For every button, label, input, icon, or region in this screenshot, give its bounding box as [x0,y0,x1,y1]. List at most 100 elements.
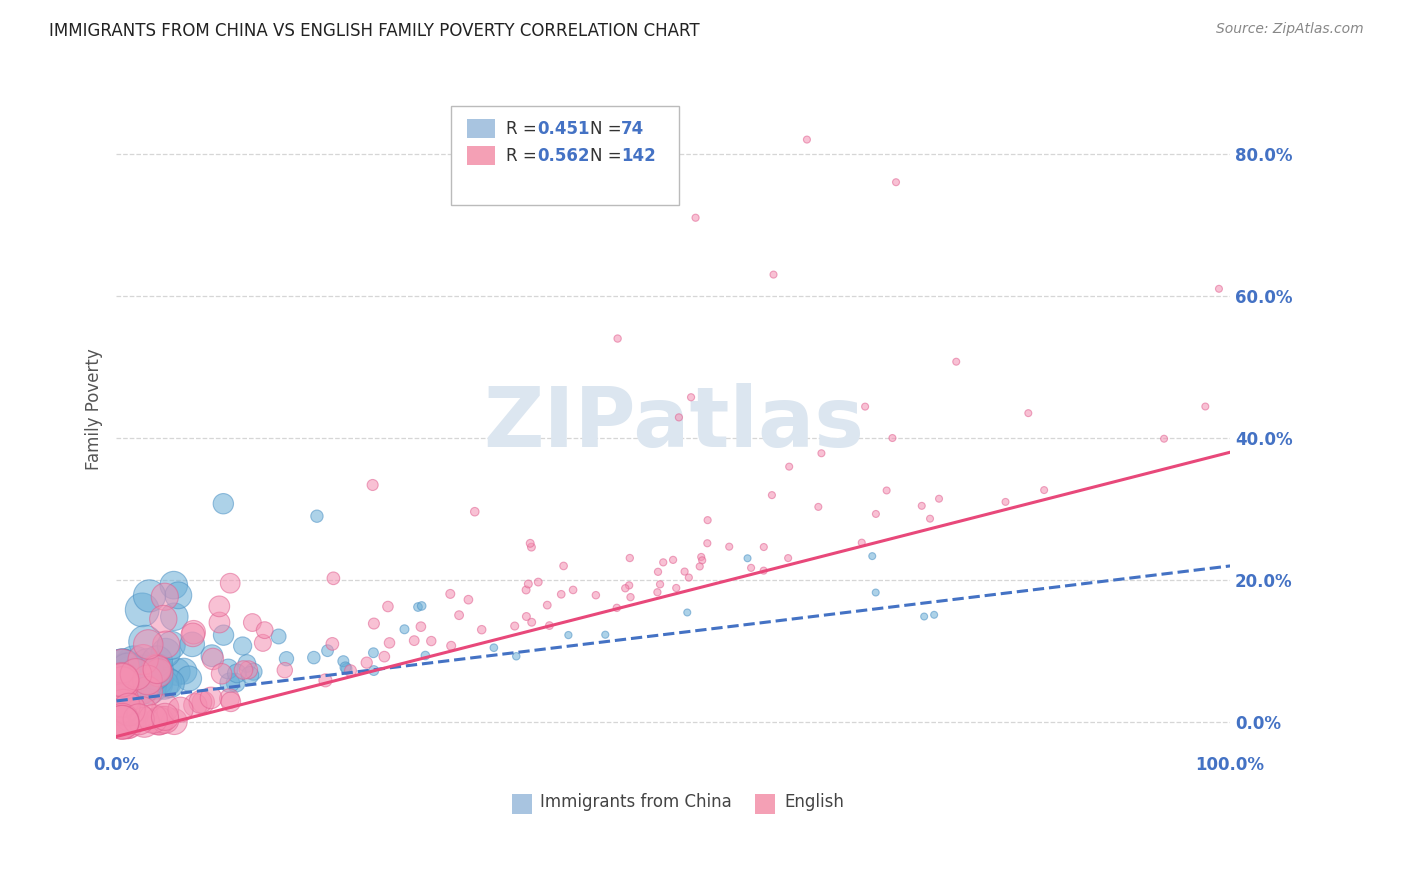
Point [111,713,134,727]
Point [718,540,741,554]
Text: 74: 74 [621,120,644,137]
Point [125,682,148,697]
FancyBboxPatch shape [467,119,495,138]
Point [404,633,426,648]
Point [464,505,486,519]
Point [918,511,941,525]
Point [538,618,561,632]
Point [159,676,181,690]
Point [519,536,541,550]
Point [557,628,579,642]
Point [911,499,934,513]
Point [163,714,186,729]
Point [853,400,876,414]
Point [363,646,385,660]
Point [356,656,378,670]
Point [449,608,471,623]
Point [690,549,713,564]
Point [183,625,205,640]
Point [232,639,254,653]
Point [520,540,543,554]
Point [316,643,339,657]
Point [111,715,134,730]
Point [305,509,328,524]
Point [373,649,395,664]
Point [181,628,204,642]
Point [276,651,298,665]
Point [882,431,904,445]
Point [606,332,628,346]
Point [111,673,134,688]
Point [155,713,177,727]
Point [136,677,159,691]
FancyBboxPatch shape [755,794,775,814]
Point [188,695,211,709]
Point [332,654,354,668]
Point [208,599,231,614]
Point [876,483,898,498]
Point [173,664,195,678]
Point [752,564,775,578]
Text: 142: 142 [621,147,655,165]
Point [865,507,887,521]
Point [118,702,141,716]
Point [378,636,401,650]
Point [681,390,703,404]
Point [652,555,675,569]
Point [181,637,204,651]
Point [267,630,290,644]
Point [193,695,215,709]
Point [238,663,260,677]
Point [689,559,711,574]
Point [685,211,707,225]
Point [111,676,134,690]
Point [678,571,700,585]
Point [134,679,156,693]
Point [218,675,240,690]
Point [125,667,148,681]
Point [134,635,156,649]
Point [128,712,150,726]
Point [111,673,134,688]
FancyBboxPatch shape [512,794,531,814]
Point [761,488,783,502]
Point [406,600,429,615]
Point [668,410,690,425]
Point [648,577,671,591]
Point [550,587,572,601]
Point [503,619,526,633]
Point [127,667,149,681]
Point [136,657,159,672]
Point [363,664,385,678]
Point [662,553,685,567]
Point [517,577,540,591]
Point [860,549,883,563]
Text: Source: ZipAtlas.com: Source: ZipAtlas.com [1216,22,1364,37]
Point [131,603,153,617]
Point [617,578,640,592]
Text: N =: N = [589,147,627,165]
Point [361,478,384,492]
Point [155,700,177,714]
Point [184,698,207,713]
Point [673,565,696,579]
Point [219,695,242,709]
Point [218,691,240,706]
Point [155,638,177,652]
Point [619,551,641,566]
Point [1208,282,1230,296]
Point [111,677,134,691]
Point [156,674,179,689]
Point [200,690,222,705]
Point [409,620,432,634]
Point [778,459,800,474]
Point [212,628,235,642]
Point [807,500,830,514]
Point [121,709,143,723]
Point [236,657,259,671]
Point [762,268,785,282]
Point [212,497,235,511]
Point [527,575,550,590]
Point [647,585,669,599]
Point [322,571,344,585]
